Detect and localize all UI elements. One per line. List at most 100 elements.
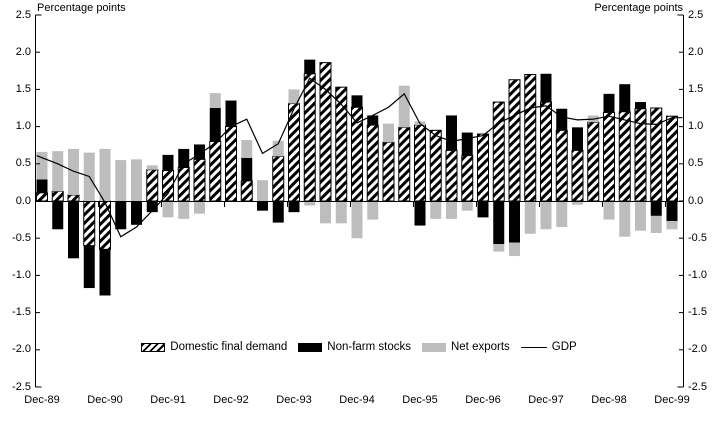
bar-segment xyxy=(52,151,64,192)
x-axis-label: Dec-99 xyxy=(654,394,690,406)
legend-label-net-exports: Net exports xyxy=(450,341,510,353)
bar-segment xyxy=(414,201,426,226)
bar-segment xyxy=(272,155,285,202)
legend-item-net-exports: Net exports xyxy=(421,341,510,353)
hatched-swatch-icon xyxy=(141,342,166,352)
bar-segment xyxy=(366,124,379,202)
bar-segment xyxy=(650,201,662,216)
bar-segment xyxy=(367,115,379,126)
bar-segment xyxy=(635,102,646,109)
bar-segment xyxy=(587,121,600,202)
bar-segment xyxy=(177,167,190,202)
bar-segment xyxy=(508,79,521,202)
bar-segment xyxy=(414,124,426,202)
black-swatch-icon xyxy=(298,342,323,352)
y-axis-label-right: 0.5 xyxy=(688,157,704,169)
y-axis-label-left: -2.0 xyxy=(12,343,31,355)
y-axis-label-left: 1.5 xyxy=(15,83,31,95)
bar-segment xyxy=(351,95,363,108)
y-axis-label-right: -2.0 xyxy=(688,343,707,355)
y-axis-label-left: 0.0 xyxy=(15,195,31,207)
bar-segment xyxy=(257,180,268,201)
x-axis-label: Dec-98 xyxy=(591,394,627,406)
bar-segment xyxy=(650,107,663,202)
bar-segment xyxy=(288,201,300,213)
y-axis-label-right: -1.5 xyxy=(688,306,707,318)
bar-segment xyxy=(67,194,80,202)
bar-segment xyxy=(83,200,96,247)
y-axis-label-left: 1.0 xyxy=(15,120,31,132)
bar-segment xyxy=(146,165,158,170)
bar-segment xyxy=(303,73,316,202)
bar-segment xyxy=(492,101,505,202)
bar-segment xyxy=(618,111,631,202)
bar-segment xyxy=(240,180,253,202)
x-axis-label: Dec-97 xyxy=(528,394,564,406)
x-axis-label: Dec-92 xyxy=(213,394,249,406)
x-axis-label: Dec-89 xyxy=(24,394,60,406)
bar-segment xyxy=(146,201,158,213)
bar-segment xyxy=(571,149,584,202)
bar-segment xyxy=(225,126,237,202)
bar-segment xyxy=(446,201,457,219)
bar-segment xyxy=(461,132,473,156)
bar-segment xyxy=(178,148,190,168)
bar-segment xyxy=(194,201,205,214)
bar-segment xyxy=(445,149,458,202)
y-axis-label-right: -0.5 xyxy=(688,232,707,244)
legend-label-gdp: GDP xyxy=(551,341,577,353)
bar-segment xyxy=(131,159,142,201)
bar-segment xyxy=(36,179,48,193)
bar-segment xyxy=(619,201,631,237)
y-axis-label-right: 0.0 xyxy=(688,195,704,207)
bar-segment xyxy=(524,201,536,234)
bar-segment xyxy=(241,157,253,181)
bar-segment xyxy=(461,201,473,211)
bar-segment xyxy=(52,201,64,230)
y-axis-label-right: 1.5 xyxy=(688,83,704,95)
bar-segment xyxy=(36,151,48,180)
x-axis-label: Dec-95 xyxy=(402,394,438,406)
bar-segment xyxy=(194,144,205,160)
bar-segment xyxy=(603,201,615,220)
bar-segment xyxy=(351,201,363,239)
legend: Domestic final demand Non-farm stocks Ne… xyxy=(0,341,718,353)
y-axis-label-right: 1.0 xyxy=(688,120,704,132)
bar-segment xyxy=(650,215,662,233)
bar-segment xyxy=(209,108,221,142)
legend-item-gdp: GDP xyxy=(520,341,577,353)
bar-segment xyxy=(193,158,206,202)
bar-segment xyxy=(115,201,127,230)
y-axis-label-right: -1.0 xyxy=(688,269,707,281)
bar-segment xyxy=(540,101,552,202)
bar-segment xyxy=(99,249,111,296)
y-axis-label-left: -2.5 xyxy=(12,381,31,393)
bar-segment xyxy=(540,73,552,103)
bar-segment xyxy=(99,148,111,201)
bar-segment xyxy=(83,245,95,289)
bar-segment xyxy=(540,201,552,230)
y-axis-label-left: 0.5 xyxy=(15,157,31,169)
bar-segment xyxy=(556,108,568,131)
y-axis-label-left: -1.5 xyxy=(12,306,31,318)
gray-swatch-icon xyxy=(421,342,446,352)
legend-item-non-farm-stocks: Non-farm stocks xyxy=(298,341,411,353)
bar-segment xyxy=(603,111,615,202)
bar-segment xyxy=(383,123,394,143)
bar-segment xyxy=(398,126,411,202)
bar-segment xyxy=(335,201,347,224)
bar-segment xyxy=(68,201,79,259)
bar-segment xyxy=(509,242,520,257)
bar-segment xyxy=(666,201,678,222)
y-axis-label-left: 2.5 xyxy=(15,9,31,21)
bar-segment xyxy=(493,244,505,252)
bar-segment xyxy=(524,74,537,202)
y-axis-title-left: Percentage points xyxy=(37,2,126,14)
bar-segment xyxy=(555,129,568,202)
bar-segment xyxy=(209,140,222,202)
y-axis-label-right: -2.5 xyxy=(688,381,707,393)
x-axis-label: Dec-93 xyxy=(276,394,312,406)
x-axis-label: Dec-96 xyxy=(465,394,501,406)
